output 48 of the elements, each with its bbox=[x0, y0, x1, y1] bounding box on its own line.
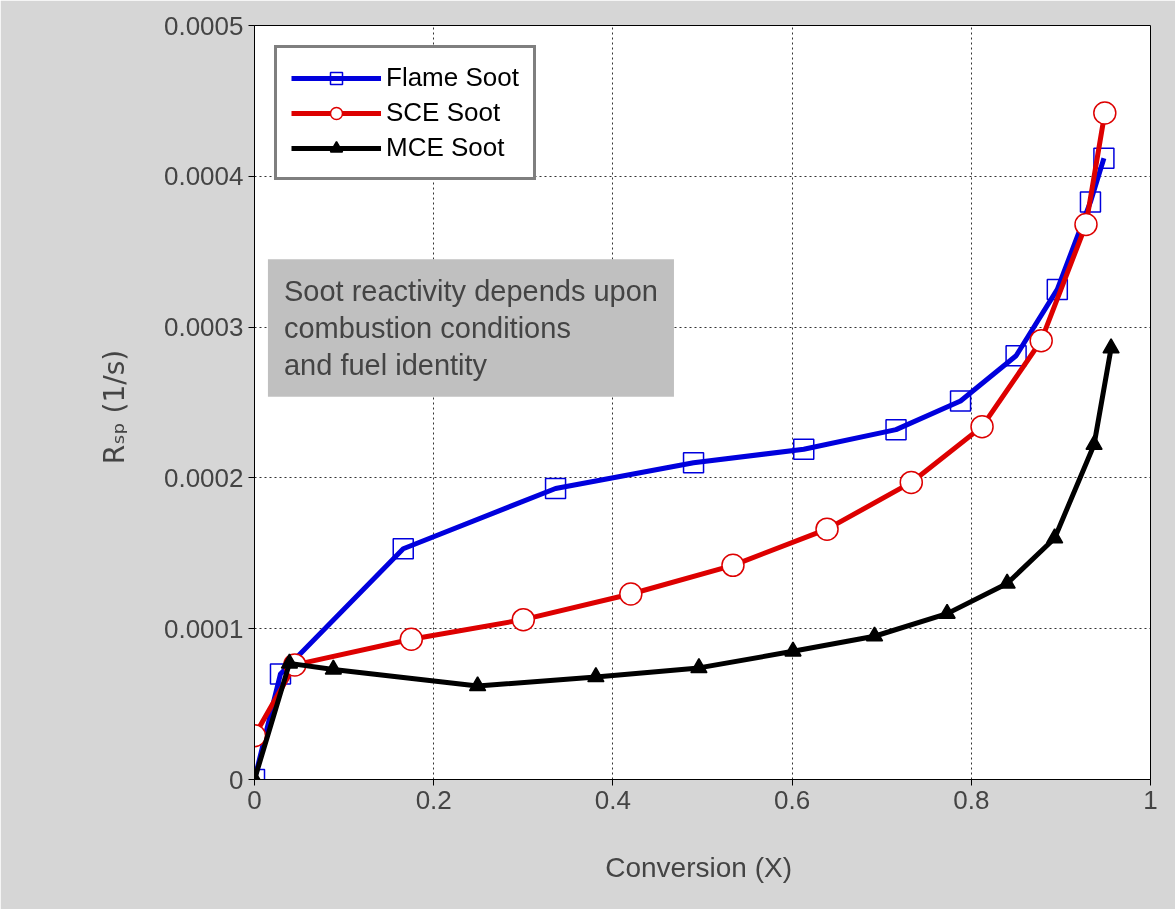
x-axis-title: Conversion (X) bbox=[605, 851, 792, 883]
point bbox=[865, 626, 884, 642]
point bbox=[269, 663, 292, 685]
x-tick-label: 0.8 bbox=[953, 784, 990, 815]
y-tick-label: 0.0004 bbox=[163, 161, 244, 192]
point bbox=[468, 676, 487, 692]
point bbox=[998, 573, 1016, 589]
y-tick-label: 0.0005 bbox=[163, 10, 244, 41]
point bbox=[784, 641, 802, 657]
point bbox=[392, 538, 414, 560]
x-tick-label: 0.6 bbox=[774, 784, 811, 815]
point bbox=[587, 666, 605, 683]
point bbox=[885, 418, 907, 441]
point bbox=[1074, 212, 1098, 237]
point bbox=[793, 438, 815, 460]
point bbox=[1045, 528, 1064, 544]
annotation: Soot reactivity depends upon combustion conditions and fuel identity bbox=[283, 275, 658, 381]
point bbox=[1029, 328, 1053, 353]
point bbox=[511, 607, 536, 632]
point bbox=[324, 659, 343, 675]
y-tick-label: 0 bbox=[229, 764, 244, 795]
legend-label: SCE Soot bbox=[386, 97, 501, 128]
point bbox=[690, 657, 708, 674]
point bbox=[899, 470, 924, 495]
legend-label: Flame Soot bbox=[386, 62, 519, 93]
x-tick-label: 1 bbox=[1143, 784, 1158, 815]
point bbox=[399, 627, 424, 651]
y-tick-label: 0.0001 bbox=[163, 613, 244, 644]
point bbox=[721, 553, 745, 578]
y-tick-label: 0.0002 bbox=[163, 462, 244, 493]
point bbox=[1102, 338, 1120, 354]
point bbox=[815, 517, 839, 541]
point bbox=[949, 390, 972, 412]
point bbox=[1085, 434, 1103, 451]
x-tick-label: 0.4 bbox=[594, 784, 631, 815]
point bbox=[1093, 101, 1117, 125]
y-axis-title: Rₛₚ (1/s) bbox=[97, 349, 131, 465]
y-tick-label: 0.0003 bbox=[163, 312, 244, 343]
x-tick-label: 0.2 bbox=[415, 784, 452, 815]
legend-label: MCE Soot bbox=[386, 132, 505, 163]
point bbox=[682, 452, 705, 474]
point bbox=[970, 414, 994, 439]
point bbox=[938, 603, 956, 619]
point bbox=[544, 477, 567, 500]
point bbox=[1093, 147, 1115, 169]
point bbox=[619, 582, 643, 606]
point bbox=[1046, 278, 1069, 301]
point bbox=[1079, 191, 1102, 213]
